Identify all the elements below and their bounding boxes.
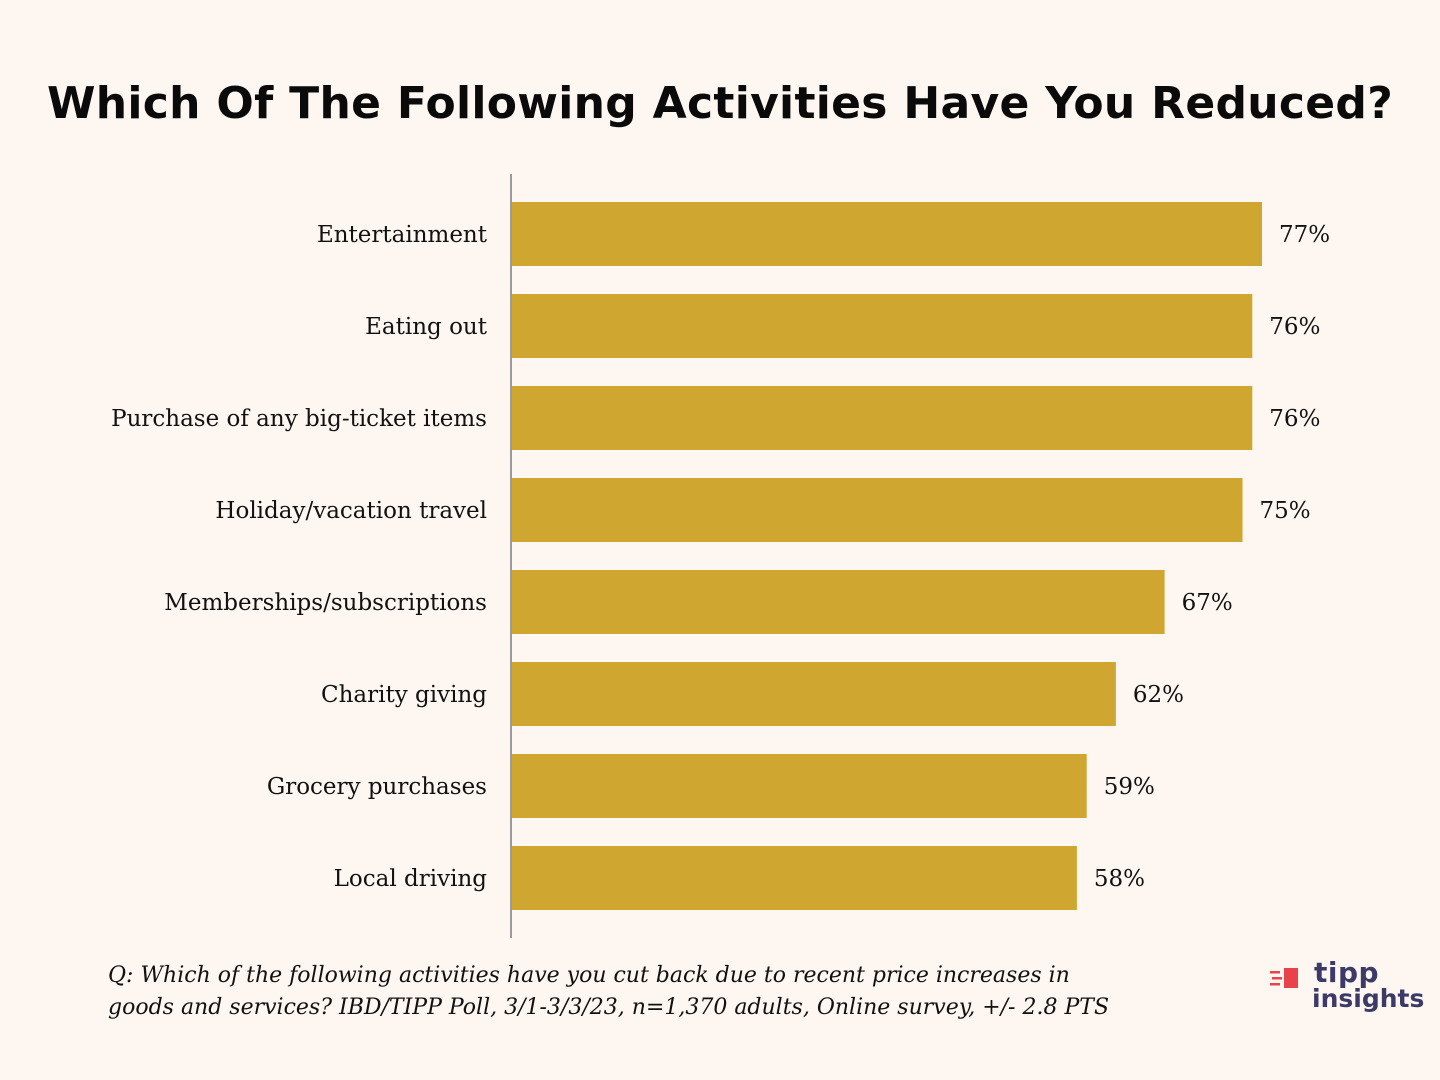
bar-3 bbox=[512, 478, 1243, 542]
value-labels: 77% 76% 76% 75% 67% 62% 59% 58% bbox=[1094, 222, 1330, 892]
tipp-insights-logo: tipp insights bbox=[1268, 956, 1428, 1022]
category-label-5: Charity giving bbox=[321, 682, 487, 708]
category-label-6: Grocery purchases bbox=[267, 774, 487, 800]
speed-lines-icon bbox=[1270, 968, 1298, 988]
category-labels: Entertainment Eating out Purchase of any b… bbox=[111, 222, 488, 892]
value-label-0: 77% bbox=[1279, 222, 1330, 248]
category-label-3: Holiday/vacation travel bbox=[215, 498, 487, 524]
value-label-2: 76% bbox=[1269, 406, 1320, 432]
value-label-3: 75% bbox=[1260, 498, 1311, 524]
bar-5 bbox=[512, 662, 1116, 726]
chart-title: Which Of The Following Activities Have Y… bbox=[46, 78, 1394, 129]
footnote-line-2: goods and services? IBD/TIPP Poll, 3/1-3… bbox=[108, 995, 1110, 1020]
survey-footnote: Q: Which of the following activities hav… bbox=[108, 960, 1178, 1024]
bar-0 bbox=[512, 202, 1262, 266]
category-label-4: Memberships/subscriptions bbox=[164, 590, 487, 616]
category-label-0: Entertainment bbox=[317, 222, 488, 248]
category-label-1: Eating out bbox=[365, 314, 488, 340]
footnote-line-1: Q: Which of the following activities hav… bbox=[108, 963, 1070, 988]
value-label-6: 59% bbox=[1104, 774, 1155, 800]
bar-4 bbox=[512, 570, 1165, 634]
bar-6 bbox=[512, 754, 1087, 818]
category-label-7: Local driving bbox=[334, 866, 488, 892]
value-label-4: 67% bbox=[1182, 590, 1233, 616]
bar-chart: Entertainment Eating out Purchase of any b… bbox=[111, 174, 1330, 938]
value-label-1: 76% bbox=[1269, 314, 1320, 340]
logo-text-insights: insights bbox=[1312, 984, 1425, 1013]
logo-text-tipp: tipp bbox=[1314, 956, 1380, 989]
bars-layer bbox=[512, 202, 1262, 910]
category-label-2: Purchase of any big-ticket items bbox=[111, 406, 487, 432]
bar-7 bbox=[512, 846, 1077, 910]
value-label-7: 58% bbox=[1094, 866, 1145, 892]
bar-1 bbox=[512, 294, 1253, 358]
bar-2 bbox=[512, 386, 1253, 450]
value-label-5: 62% bbox=[1133, 682, 1184, 708]
